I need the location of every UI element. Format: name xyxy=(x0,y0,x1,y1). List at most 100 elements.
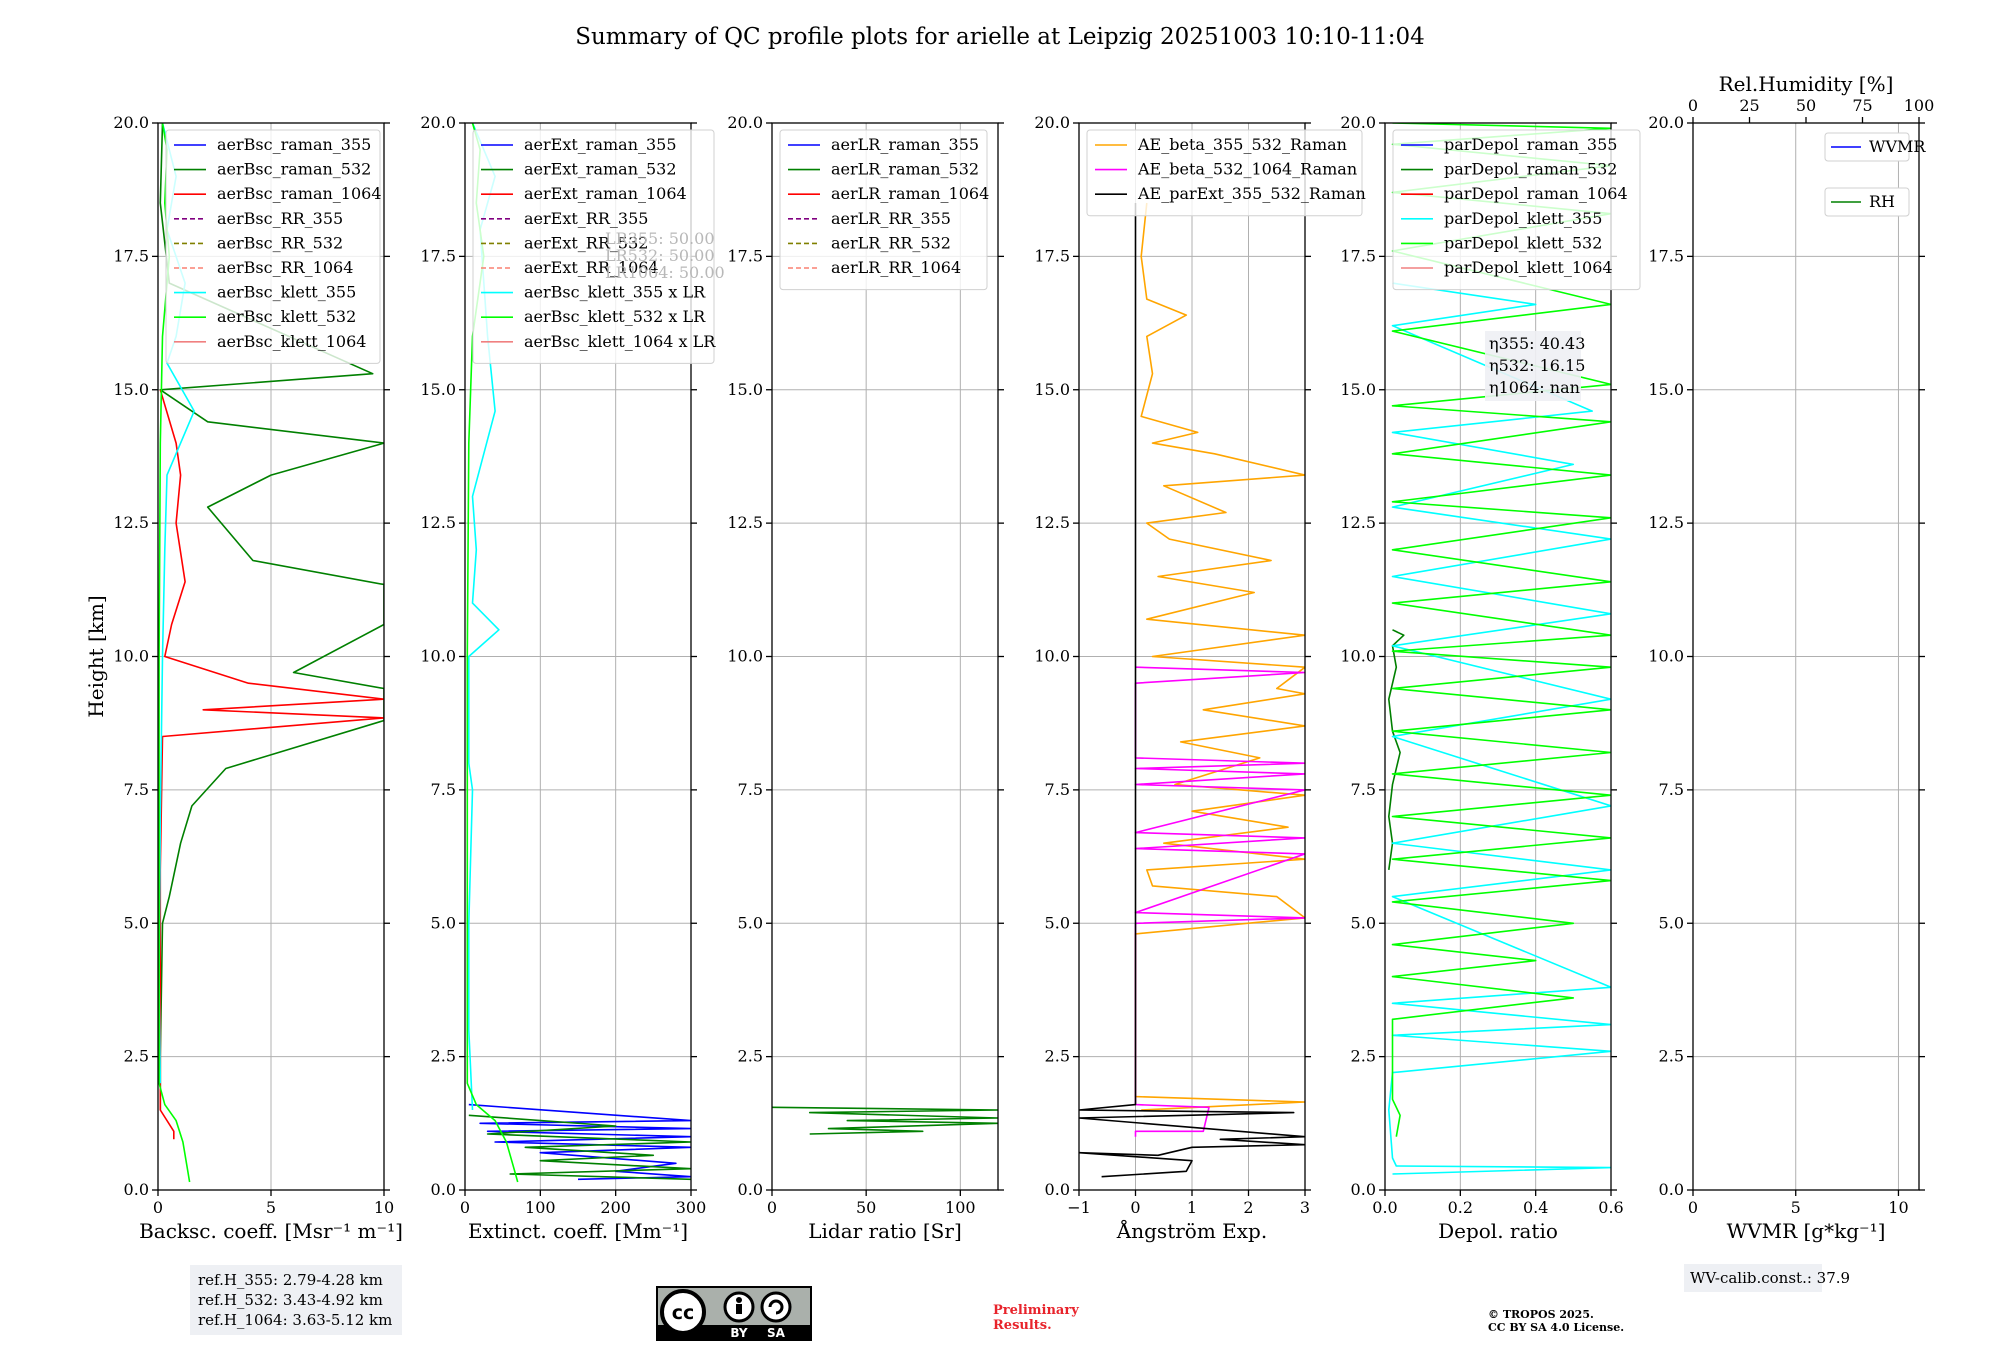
x-tick-label: 100 xyxy=(525,1198,556,1217)
legend-box xyxy=(1392,129,1641,291)
legend-label: aerExt_raman_355 xyxy=(524,135,677,154)
y-tick-label: 7.5 xyxy=(1351,780,1376,799)
y-tick-label: 2.5 xyxy=(431,1047,456,1066)
x-axis-label: Lidar ratio [Sr] xyxy=(808,1219,962,1243)
series-line-aerLR_raman_532 xyxy=(772,1106,998,1135)
y-tick-label: 0.0 xyxy=(738,1180,763,1199)
y-tick-label: 0.0 xyxy=(431,1180,456,1199)
panel-2: 0.0 2.5 5.0 7.5 10.0 12.5 15.0 17.5 20.0 0 100 200 3… xyxy=(420,113,724,1243)
legend-label: aerBsc_klett_532 xyxy=(217,307,356,326)
preliminary-line2: Results. xyxy=(993,1318,1052,1333)
x-tick-label: 1 xyxy=(1187,1198,1197,1217)
x2-axis-label: Rel.Humidity [%] xyxy=(1719,72,1894,96)
legend-label: aerLR_raman_1064 xyxy=(831,184,989,203)
panel-6: 0.02.55.07.510.012.515.017.520.00 5 10WVMR… xyxy=(1648,72,1934,1243)
y-tick-label: 10.0 xyxy=(1648,647,1684,666)
x-tick-label: 3 xyxy=(1300,1198,1310,1217)
wv-calib-box xyxy=(1684,1264,1822,1292)
copyright-line2: CC BY SA 4.0 License. xyxy=(1488,1321,1624,1334)
preliminary-line1: Preliminary xyxy=(993,1303,1079,1318)
y-tick-label: 7.5 xyxy=(1045,780,1070,799)
x-tick-label: 0.2 xyxy=(1448,1198,1473,1217)
legend-label: aerExt_raman_1064 xyxy=(524,184,687,203)
y-tick-label: 2.5 xyxy=(1045,1047,1070,1066)
x-tick-label: 0.4 xyxy=(1523,1198,1548,1217)
y-tick-label: 5.0 xyxy=(124,913,149,932)
y-tick-label: 15.0 xyxy=(1648,380,1684,399)
y-tick-label: 20.0 xyxy=(1340,113,1376,132)
y-tick-label: 17.5 xyxy=(1340,246,1376,265)
eta-annotation: η532: 16.15 xyxy=(1489,356,1585,375)
legend-label: aerBsc_raman_532 xyxy=(217,160,371,179)
panel-3: 0.0 2.5 5.0 7.5 10.0 12.5 15.0 17.5 20.0 0 50 100 Li… xyxy=(727,113,1004,1243)
x-tick-label: 50 xyxy=(856,1198,876,1217)
legend-label: aerBsc_klett_1064 xyxy=(217,332,366,351)
series-line-aerBsc_raman_1064 xyxy=(159,389,384,1140)
y-axis-label: Height [km] xyxy=(84,595,108,717)
x-tick-label: 0 xyxy=(1688,1198,1698,1217)
y-tick-label: 0.0 xyxy=(1045,1180,1070,1199)
x-tick-label: 0 xyxy=(1130,1198,1140,1217)
legend-box xyxy=(165,129,381,364)
x-tick-label: 10 xyxy=(374,1198,394,1217)
x-tick-label: 100 xyxy=(945,1198,976,1217)
y-tick-label: 10.0 xyxy=(727,647,763,666)
legend-label: aerBsc_RR_355 xyxy=(217,209,343,228)
y-tick-label: 7.5 xyxy=(1659,780,1684,799)
legend-label: AE_parExt_355_532_Raman xyxy=(1137,184,1366,203)
legend-label: AE_beta_532_1064_Raman xyxy=(1137,160,1357,179)
x-tick-label: 0 xyxy=(460,1198,470,1217)
legend-label: parDepol_raman_355 xyxy=(1444,135,1617,154)
x2-tick-label: 50 xyxy=(1796,96,1816,115)
x2-tick-label: 25 xyxy=(1739,96,1759,115)
y-tick-label: 7.5 xyxy=(738,780,763,799)
lidar-ratio-annotation: LR1064: 50.00 xyxy=(605,263,725,282)
x-tick-label: 0 xyxy=(153,1198,163,1217)
legend-label: aerLR_RR_532 xyxy=(831,233,951,252)
x2-tick-label: 0 xyxy=(1688,96,1698,115)
cc-license-badge: cc BY SA xyxy=(656,1286,812,1341)
legend-label: aerExt_RR_355 xyxy=(524,209,648,228)
ref-height-355: ref.H_355: 2.79-4.28 km xyxy=(198,1271,383,1289)
legend-label: parDepol_raman_532 xyxy=(1444,160,1617,179)
legend-label: aerLR_RR_1064 xyxy=(831,258,961,277)
legend-label: aerBsc_klett_355 x LR xyxy=(524,283,706,302)
legend-label: aerLR_RR_355 xyxy=(831,209,951,228)
y-tick-label: 17.5 xyxy=(113,246,149,265)
legend-label: AE_beta_355_532_Raman xyxy=(1137,135,1347,154)
legend-label: aerBsc_RR_532 xyxy=(217,233,343,252)
legend-label: aerBsc_klett_1064 x LR xyxy=(524,332,716,351)
legend-label: aerLR_raman_532 xyxy=(831,160,979,179)
y-tick-label: 15.0 xyxy=(727,380,763,399)
y-tick-label: 20.0 xyxy=(727,113,763,132)
y-tick-label: 12.5 xyxy=(420,513,456,532)
wv-calib-const: WV-calib.const.: 37.9 xyxy=(1690,1269,1850,1287)
x-tick-label: 10 xyxy=(1888,1198,1908,1217)
legend-label: aerBsc_raman_355 xyxy=(217,135,371,154)
legend-label: aerBsc_klett_532 x LR xyxy=(524,307,706,326)
ref-height-532: ref.H_532: 3.43-4.92 km xyxy=(198,1291,383,1309)
x-tick-label: 2 xyxy=(1243,1198,1253,1217)
y-tick-label: 15.0 xyxy=(420,380,456,399)
y-tick-label: 2.5 xyxy=(1351,1047,1376,1066)
series-line-parDepol_klett_532 xyxy=(1391,123,1611,1137)
series-line-parDepol_klett_355 xyxy=(1388,282,1611,1175)
ref-height-1064: ref.H_1064: 3.63-5.12 km xyxy=(198,1311,392,1329)
panel-1: 0.0 2.5 5.0 7.5 10.0 12.5 15.0 17.5 20.0 0 5 10 Back… xyxy=(84,113,403,1243)
panels: 0.02.55.07.510.012.515.017.520.00 5 10Back… xyxy=(84,72,1934,1243)
y-tick-label: 15.0 xyxy=(113,380,149,399)
legend-label: parDepol_klett_355 xyxy=(1444,209,1602,228)
y-tick-label: 5.0 xyxy=(738,913,763,932)
legend-label: aerLR_raman_355 xyxy=(831,135,979,154)
y-tick-label: 10.0 xyxy=(420,647,456,666)
y-tick-label: 5.0 xyxy=(431,913,456,932)
y-tick-label: 0.0 xyxy=(1659,1180,1684,1199)
legend-label: aerExt_RR_1064 xyxy=(524,258,659,277)
eta-annotation: η355: 40.43 xyxy=(1489,334,1585,353)
y-tick-label: 17.5 xyxy=(1648,246,1684,265)
x-tick-label: 0 xyxy=(767,1198,777,1217)
y-tick-label: 2.5 xyxy=(738,1047,763,1066)
y-tick-label: 20.0 xyxy=(1034,113,1070,132)
legend-box xyxy=(472,129,715,364)
y-tick-label: 10.0 xyxy=(113,647,149,666)
